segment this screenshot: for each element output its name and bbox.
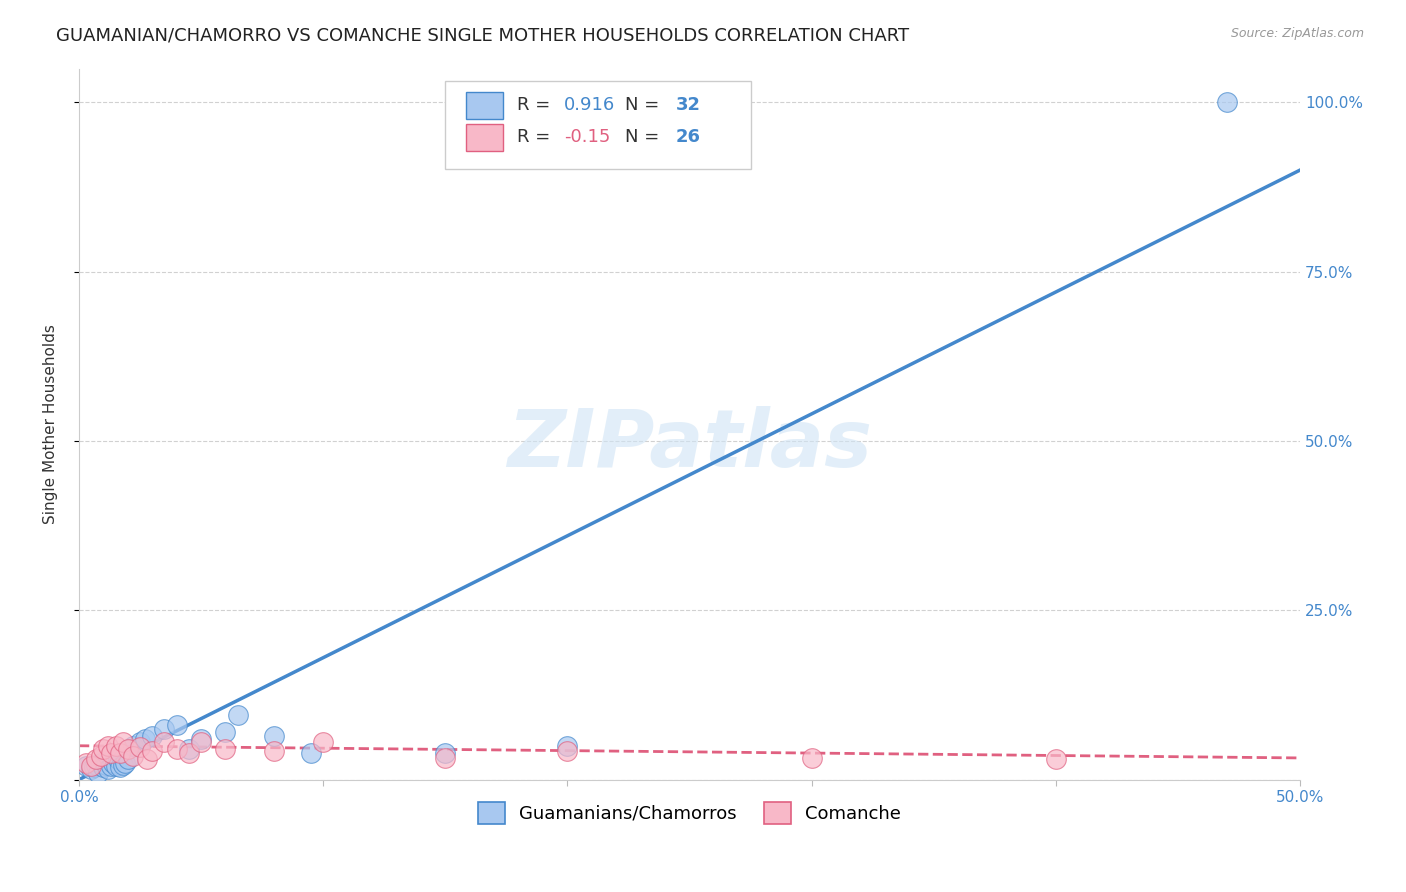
Point <box>104 759 127 773</box>
Point <box>100 746 122 760</box>
FancyBboxPatch shape <box>446 80 751 169</box>
Point <box>214 742 236 756</box>
Point <box>226 708 249 723</box>
Text: 26: 26 <box>676 128 702 146</box>
Point <box>111 757 134 772</box>
Point <box>104 739 127 753</box>
Point <box>121 739 143 753</box>
Point <box>153 735 176 749</box>
Point <box>312 735 335 749</box>
Text: Source: ZipAtlas.com: Source: ZipAtlas.com <box>1230 27 1364 40</box>
Y-axis label: Single Mother Households: Single Mother Households <box>44 324 58 524</box>
Point <box>100 759 122 773</box>
Point <box>129 740 152 755</box>
Point <box>114 756 136 770</box>
Point <box>557 744 579 758</box>
Text: N =: N = <box>624 128 665 146</box>
Point <box>134 731 156 746</box>
Point <box>84 757 107 772</box>
Point <box>117 742 139 756</box>
Text: ZIPatlas: ZIPatlas <box>508 407 872 484</box>
Point <box>83 760 105 774</box>
Point <box>166 718 188 732</box>
Text: GUAMANIAN/CHAMORRO VS COMANCHE SINGLE MOTHER HOUSEHOLDS CORRELATION CHART: GUAMANIAN/CHAMORRO VS COMANCHE SINGLE MO… <box>56 27 910 45</box>
Point <box>94 757 117 772</box>
Point <box>121 748 143 763</box>
Point <box>93 760 115 774</box>
Point <box>101 756 124 770</box>
Point <box>110 746 132 760</box>
Point <box>136 752 159 766</box>
Point <box>87 765 110 780</box>
Point <box>80 759 103 773</box>
Point <box>75 759 97 773</box>
Text: R =: R = <box>517 96 557 114</box>
Point <box>190 735 212 749</box>
Point <box>434 746 457 760</box>
Point <box>299 746 322 760</box>
Point <box>557 739 579 753</box>
Point <box>90 756 112 770</box>
Text: -0.15: -0.15 <box>564 128 610 146</box>
Point <box>263 729 285 743</box>
Text: 32: 32 <box>676 96 702 114</box>
Text: R =: R = <box>517 128 557 146</box>
Point <box>800 751 823 765</box>
Point <box>129 735 152 749</box>
Point <box>84 752 107 766</box>
Point <box>97 739 120 753</box>
Point <box>141 729 163 743</box>
Text: 0.916: 0.916 <box>564 96 614 114</box>
Point <box>214 725 236 739</box>
Point <box>90 748 112 763</box>
Point <box>117 752 139 766</box>
Point <box>93 742 115 756</box>
Point <box>75 756 97 770</box>
Point <box>153 722 176 736</box>
Point <box>177 746 200 760</box>
Text: N =: N = <box>624 96 665 114</box>
Legend: Guamanians/Chamorros, Comanche: Guamanians/Chamorros, Comanche <box>467 791 912 835</box>
Point <box>263 744 285 758</box>
FancyBboxPatch shape <box>465 124 503 151</box>
Point <box>111 735 134 749</box>
Point <box>166 742 188 756</box>
Point <box>434 751 457 765</box>
Point <box>97 763 120 777</box>
Point <box>1216 95 1239 110</box>
Point <box>110 760 132 774</box>
Point <box>107 752 129 766</box>
Point <box>177 742 200 756</box>
FancyBboxPatch shape <box>465 92 503 119</box>
Point <box>80 763 103 777</box>
Point <box>1045 752 1067 766</box>
Point <box>190 731 212 746</box>
Point <box>141 744 163 758</box>
